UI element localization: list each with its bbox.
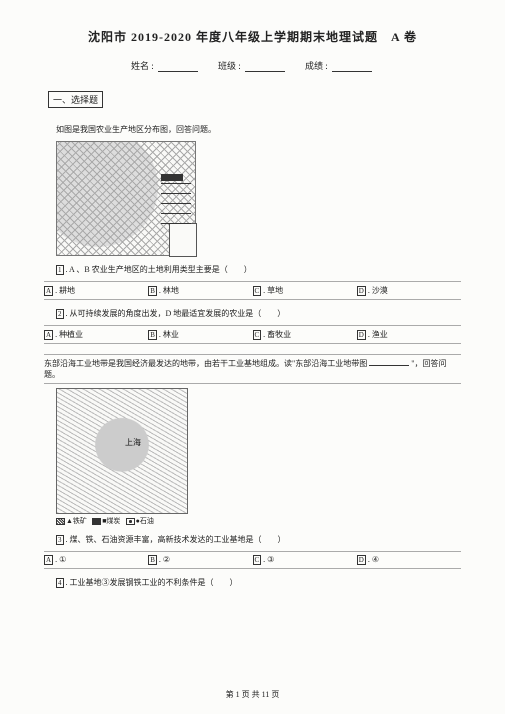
china-agriculture-map xyxy=(56,141,196,256)
q1-opt-b: B. 林地 xyxy=(148,285,252,296)
q1-options: A. 耕地 B. 林地 C. 草地 D. 沙漠 xyxy=(44,281,461,300)
inset-map xyxy=(169,223,197,257)
q2-opt-a: A. 种植业 xyxy=(44,329,148,340)
student-info-line: 姓名 : 班级 : 成绩 : xyxy=(44,59,461,72)
intro-text-1: 如图是我国农业生产地区分布图，回答问题。 xyxy=(56,124,461,135)
legend-iron-icon xyxy=(56,518,65,525)
q3-opt-d: D. ④ xyxy=(357,555,461,565)
question-1: 1. A 、B 农业生产地区的土地利用类型主要是（ ） xyxy=(56,264,461,275)
q3-options: A. ① B. ② C. ③ D. ④ xyxy=(44,551,461,569)
passage-2-prefix: 东部沿海工业地带是我国经济最发达的地带，由若干工业基地组成。读"东部沿海工业地带… xyxy=(44,359,367,368)
q2-number: 2 xyxy=(56,309,64,319)
map2-legend: ▲铁矿 ■煤炭 ●石油 xyxy=(56,516,461,526)
q2-text: . 从可持续发展的角度出发，D 地最适宜发展的农业是（ ） xyxy=(66,309,286,318)
q1-text: . A 、B 农业生产地区的土地利用类型主要是（ ） xyxy=(66,265,252,274)
class-blank xyxy=(245,62,285,72)
passage-2: 东部沿海工业地带是我国经济最发达的地带，由若干工业基地组成。读"东部沿海工业地带… xyxy=(44,354,461,384)
q2-opt-c: C. 畜牧业 xyxy=(253,329,357,340)
page-footer: 第 1 页 共 11 页 xyxy=(0,689,505,700)
map2-city-label: 上海 xyxy=(125,437,141,448)
section-1-heading: 一、选择题 xyxy=(48,91,103,108)
name-label: 姓名 : xyxy=(131,61,154,71)
question-4: 4. 工业基地③发展钢铁工业的不利条件是（ ） xyxy=(56,577,461,588)
legend-coal-icon xyxy=(92,518,101,525)
passage-2-blank xyxy=(369,365,409,366)
q2-opt-d: D. 渔业 xyxy=(357,329,461,340)
q2-opt-b: B. 林业 xyxy=(148,329,252,340)
question-3: 3. 煤、铁、石油资源丰富，高新技术发达的工业基地是（ ） xyxy=(56,534,461,545)
question-2: 2. 从可持续发展的角度出发，D 地最适宜发展的农业是（ ） xyxy=(56,308,461,319)
section-row: 一、选择题 xyxy=(44,90,461,118)
name-blank xyxy=(158,62,198,72)
q3-opt-a: A. ① xyxy=(44,555,148,565)
legend-oil: ●石油 xyxy=(136,517,154,525)
page-title: 沈阳市 2019-2020 年度八年级上学期期末地理试题 A 卷 xyxy=(44,28,461,45)
q2-options: A. 种植业 B. 林业 C. 畜牧业 D. 渔业 xyxy=(44,325,461,344)
score-blank xyxy=(332,62,372,72)
legend-oil-icon xyxy=(126,518,135,525)
q4-text: . 工业基地③发展钢铁工业的不利条件是（ ） xyxy=(66,578,238,587)
q1-opt-a: A. 耕地 xyxy=(44,285,148,296)
q1-opt-c: C. 草地 xyxy=(253,285,357,296)
exam-page: 沈阳市 2019-2020 年度八年级上学期期末地理试题 A 卷 姓名 : 班级… xyxy=(0,0,505,714)
q4-number: 4 xyxy=(56,578,64,588)
class-label: 班级 : xyxy=(218,61,241,71)
legend-iron: ▲铁矿 xyxy=(66,517,87,525)
q3-opt-c: C. ③ xyxy=(253,555,357,565)
q3-text: . 煤、铁、石油资源丰富，高新技术发达的工业基地是（ ） xyxy=(66,535,286,544)
legend-coal: ■煤炭 xyxy=(102,517,120,525)
q1-number: 1 xyxy=(56,265,64,275)
q3-opt-b: B. ② xyxy=(148,555,252,565)
q3-number: 3 xyxy=(56,535,64,545)
score-label: 成绩 : xyxy=(305,61,328,71)
east-coast-industry-map: 上海 xyxy=(56,388,188,514)
q1-opt-d: D. 沙漠 xyxy=(357,285,461,296)
